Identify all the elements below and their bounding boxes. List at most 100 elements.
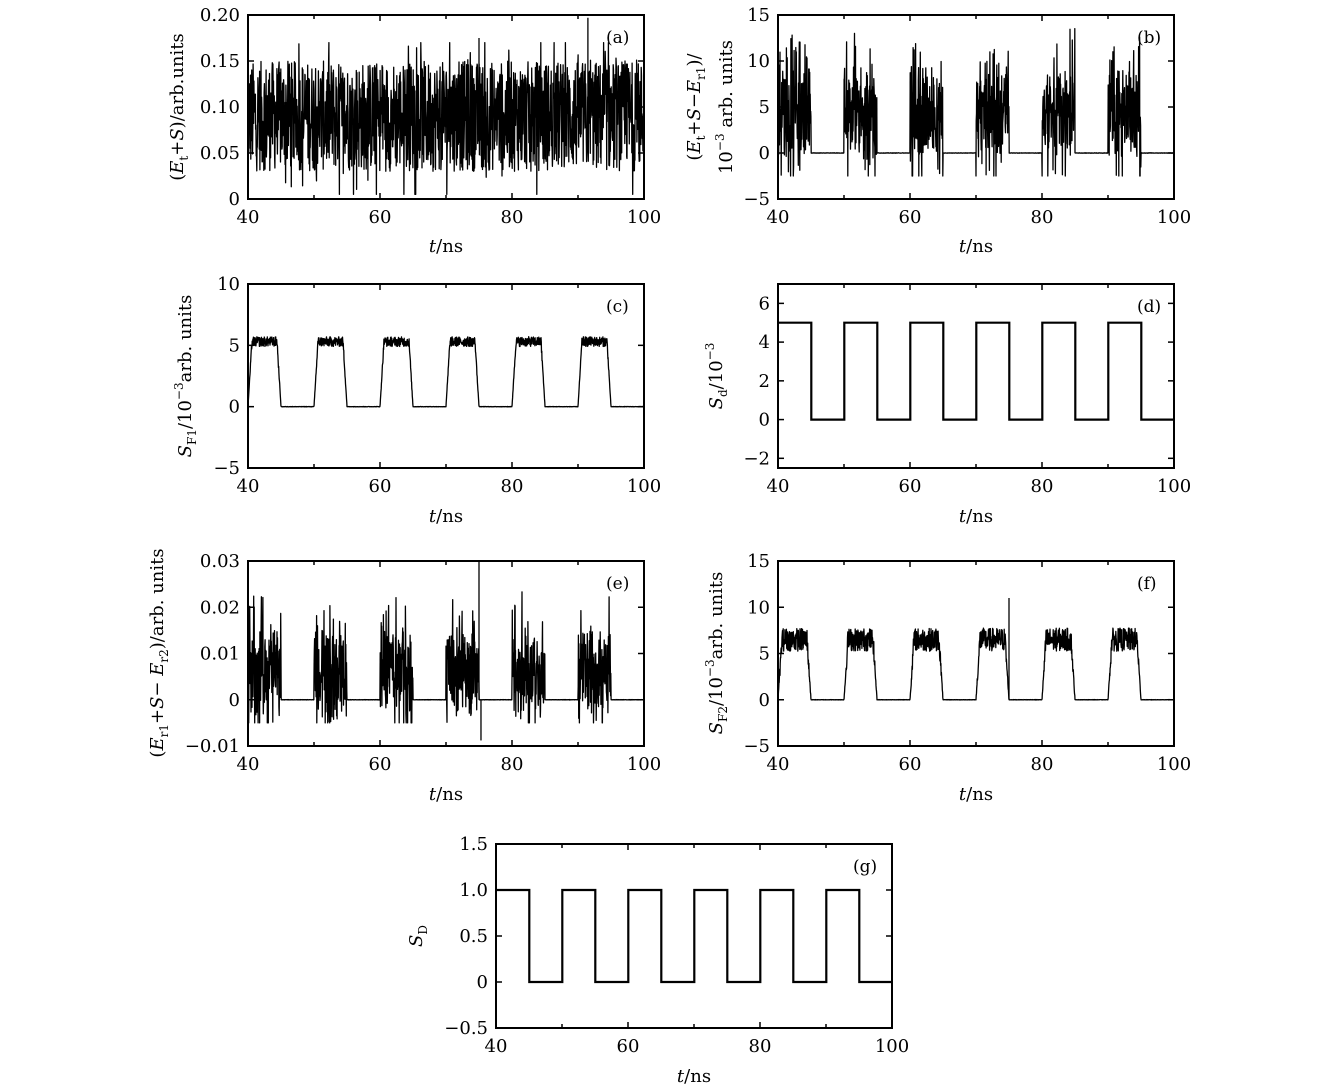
x-tick-label-g-2: 80	[749, 1036, 772, 1057]
panel-f: (f) t/ns SF2/10−3arb. units 40 60 80 100 −5 0…	[703, 551, 1191, 805]
plot-frame-f	[777, 560, 1175, 747]
y-axis-label-f: SF2/10−3arb. units	[703, 572, 730, 735]
y-tick-label-b-1: 0	[759, 143, 770, 164]
y-tick-label-g-4: 1.5	[459, 834, 488, 855]
x-tick-label-f-0: 40	[767, 754, 790, 775]
x-tick-label-b-3: 100	[1157, 207, 1191, 228]
y-axis-label-b-line2: 10−3 arb. units	[713, 40, 737, 174]
series-line-e	[247, 591, 645, 724]
y-tick-label-a-4: 0.20	[200, 5, 240, 26]
y-tick-label-c-1: 0	[229, 397, 240, 418]
series-line-g	[496, 888, 892, 984]
y-tick-label-c-0: −5	[213, 458, 240, 479]
plot-frame-c	[247, 283, 645, 469]
y-tick-label-b-0: −5	[743, 189, 770, 210]
y-tick-label-f-0: −5	[743, 736, 770, 757]
x-tick-label-d-2: 80	[1031, 476, 1054, 497]
y-tick-label-d-3: 4	[759, 332, 770, 353]
x-tick-label-a-0: 40	[237, 207, 260, 228]
panel-label-d: (d)	[1137, 297, 1161, 317]
y-axis-label-e: (Er1+S− Er2)/arb. units	[147, 548, 171, 757]
panel-c: (c) t/ns SF1/10−3arb. units 40 60 80 100 −5 0…	[172, 274, 661, 527]
series-line-f	[777, 627, 1175, 701]
y-tick-label-e-1: 0	[229, 690, 240, 711]
series-line-a	[247, 41, 645, 196]
x-axis-label-c: t/ns	[429, 506, 463, 527]
x-tick-label-d-1: 60	[899, 476, 922, 497]
x-tick-label-b-1: 60	[899, 207, 922, 228]
y-tick-label-b-2: 5	[759, 97, 770, 118]
x-tick-label-g-1: 60	[617, 1036, 640, 1057]
panel-a: (a) t/ns (Et+S)/arb.units 40 60 80 100 0 0.05…	[167, 5, 661, 257]
y-tick-label-f-1: 0	[759, 690, 770, 711]
panel-label-g: (g)	[853, 857, 877, 877]
y-tick-label-e-0: −0.01	[185, 736, 240, 757]
y-axis-label-b-line1: (Et+S−Er1)/	[684, 53, 708, 161]
x-tick-label-a-3: 100	[627, 207, 661, 228]
x-tick-label-d-3: 100	[1157, 476, 1191, 497]
series-line-b	[777, 27, 1175, 177]
x-tick-label-g-3: 100	[875, 1036, 909, 1057]
x-tick-label-e-3: 100	[627, 754, 661, 775]
y-tick-label-a-3: 0.15	[200, 51, 240, 72]
x-tick-label-e-2: 80	[501, 754, 524, 775]
y-tick-label-d-2: 2	[759, 371, 770, 392]
x-tick-label-d-0: 40	[767, 476, 790, 497]
y-tick-label-f-2: 5	[759, 644, 770, 665]
panel-label-b: (b)	[1137, 28, 1161, 48]
x-tick-label-c-2: 80	[501, 476, 524, 497]
y-tick-label-a-0: 0	[229, 189, 240, 210]
x-tick-label-f-3: 100	[1157, 754, 1191, 775]
x-axis-label-a: t/ns	[429, 236, 463, 257]
x-tick-label-c-1: 60	[369, 476, 392, 497]
x-tick-label-a-2: 80	[501, 207, 524, 228]
panel-b: (b) t/ns (Et+S−Er1)/ 10−3 arb. units 40 6…	[684, 5, 1191, 257]
y-axis-label-d: Sd/10−3	[703, 343, 730, 410]
panel-e: (e) t/ns (Er1+S− Er2)/arb. units 40 60 80 1…	[147, 548, 661, 805]
y-tick-label-f-4: 15	[747, 551, 770, 572]
y-tick-label-b-4: 15	[747, 5, 770, 26]
panel-d: (d) t/ns Sd/10−3 40 60 80 100 −2 0 2 4 6	[703, 283, 1191, 527]
y-tick-label-b-3: 10	[747, 51, 770, 72]
panel-label-a: (a)	[606, 28, 629, 48]
x-tick-label-c-3: 100	[627, 476, 661, 497]
y-tick-label-d-0: −2	[743, 448, 770, 469]
x-tick-label-f-2: 80	[1031, 754, 1054, 775]
series-line-d	[778, 321, 1174, 421]
y-tick-label-a-2: 0.10	[200, 97, 240, 118]
y-axis-label-c: SF1/10−3arb. units	[172, 295, 199, 458]
x-axis-label-b: t/ns	[959, 236, 993, 257]
y-tick-label-e-4: 0.03	[200, 551, 240, 572]
y-tick-label-g-2: 0.5	[459, 926, 488, 947]
x-tick-label-a-1: 60	[369, 207, 392, 228]
y-tick-label-e-2: 0.01	[200, 644, 240, 665]
panel-label-f: (f)	[1137, 574, 1157, 594]
y-tick-label-c-2: 5	[229, 335, 240, 356]
x-tick-label-c-0: 40	[237, 476, 260, 497]
y-tick-label-e-3: 0.02	[200, 597, 240, 618]
x-tick-label-e-0: 40	[237, 754, 260, 775]
y-tick-label-d-4: 6	[759, 293, 770, 314]
y-axis-label-a: (Et+S)/arb.units	[167, 33, 191, 181]
y-tick-label-g-0: −0.5	[444, 1018, 488, 1039]
y-tick-label-a-1: 0.05	[200, 143, 240, 164]
y-tick-label-c-3: 10	[217, 274, 240, 295]
x-tick-label-f-1: 60	[899, 754, 922, 775]
x-tick-label-b-0: 40	[767, 207, 790, 228]
x-axis-label-g: t/ns	[677, 1066, 711, 1087]
y-tick-label-g-1: 0	[477, 972, 488, 993]
panel-g: (g) t/ns SD 40 60 80 100 −0.5 0 0.5 1.0 1.5	[406, 834, 909, 1087]
series-line-c	[247, 336, 645, 408]
y-axis-label-g: SD	[406, 925, 430, 947]
x-tick-label-g-0: 40	[485, 1036, 508, 1057]
x-axis-label-d: t/ns	[959, 506, 993, 527]
x-axis-label-e: t/ns	[429, 784, 463, 805]
y-tick-label-d-1: 0	[759, 410, 770, 431]
x-axis-label-f: t/ns	[959, 784, 993, 805]
x-tick-label-b-2: 80	[1031, 207, 1054, 228]
y-tick-label-f-3: 10	[747, 597, 770, 618]
y-tick-label-g-3: 1.0	[459, 880, 488, 901]
panel-label-c: (c)	[606, 297, 629, 317]
x-tick-label-e-1: 60	[369, 754, 392, 775]
